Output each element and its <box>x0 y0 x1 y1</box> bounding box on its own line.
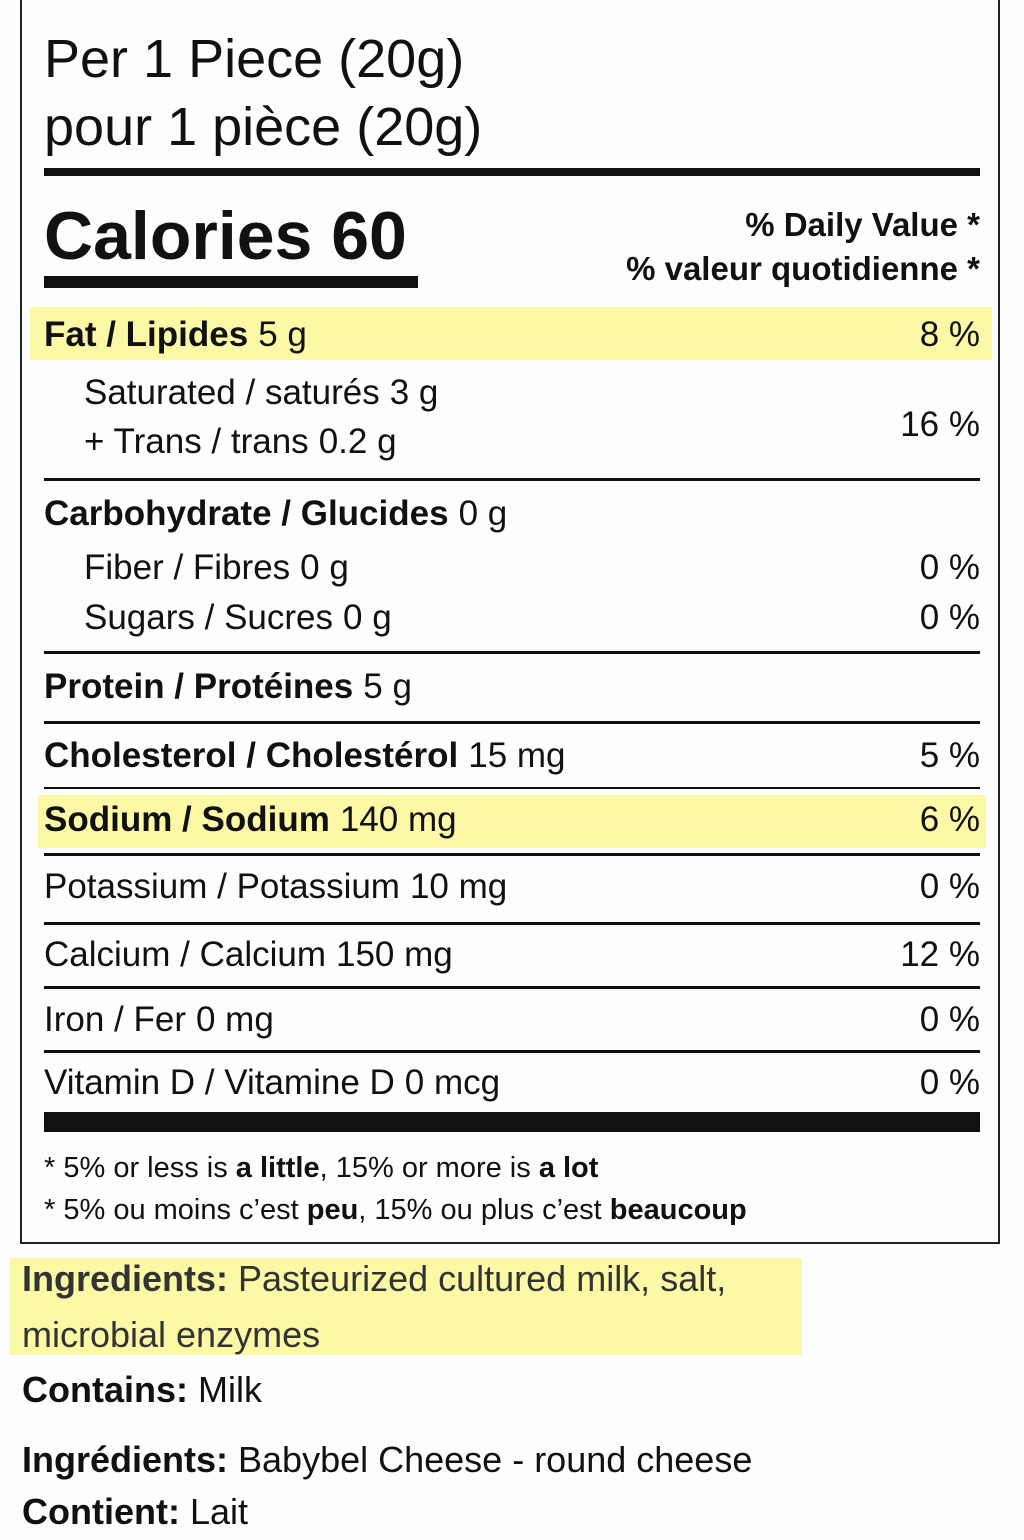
footnote: * 5% or less is a little, 15% or more is… <box>44 1148 598 1188</box>
nutrient-label: Sugars / Sucres <box>84 598 333 637</box>
highlight <box>10 1258 802 1355</box>
daily-value: 12 % <box>900 935 980 974</box>
daily-value: 6 % <box>919 800 980 839</box>
rule <box>44 168 980 176</box>
footnote: * 5% ou moins c’est peu, 15% ou plus c’e… <box>44 1190 747 1230</box>
nutrient-label: + Trans / trans <box>84 422 309 461</box>
nutrient-label: Potassium / Potassium <box>44 867 400 906</box>
rule <box>44 478 980 481</box>
footnote-text: * 5% ou moins c’est <box>44 1194 299 1226</box>
footnote-text: , 15% ou plus c’est <box>358 1194 602 1226</box>
calories-bar <box>44 276 418 288</box>
highlight <box>30 307 992 360</box>
nutrient-amount: 140 mg <box>339 800 457 839</box>
ingredients-text: Babybel Cheese - round cheese <box>238 1439 753 1480</box>
nutrient-amount: 0 mcg <box>404 1063 501 1102</box>
nutrient-row: Iron / Fer 0 mg 0 % <box>44 995 980 1045</box>
nutrient-row: Sodium / Sodium 140 mg 6 % <box>44 795 980 845</box>
daily-value: 8 % <box>919 315 980 354</box>
nutrient-label: Sodium / Sodium <box>44 800 330 839</box>
nutrient-amount: 0 g <box>300 548 349 587</box>
contains-label: Contains: <box>22 1369 188 1410</box>
ingredients-label: Ingrédients: <box>22 1439 229 1480</box>
contains-text: Milk <box>198 1369 262 1410</box>
daily-value: 0 % <box>919 548 980 587</box>
dv-header-fr: % valeur quotidienne * <box>626 250 980 287</box>
daily-value: 16 % <box>900 405 980 444</box>
contains-label: Contient: <box>22 1491 180 1532</box>
nutrient-row: Protein / Protéines 5 g <box>44 662 980 712</box>
nutrient-label: Fiber / Fibres <box>84 548 291 587</box>
serving-en: Per 1 Piece (20g) <box>44 29 465 89</box>
nutrient-amount: 0 mg <box>195 1000 274 1039</box>
daily-value: 0 % <box>919 1063 980 1102</box>
footnote-text: , 15% or more is <box>319 1152 531 1184</box>
nutrient-row: Potassium / Potassium 10 mg 0 % <box>44 862 980 912</box>
contains: Contains: Milk <box>22 1362 262 1418</box>
rule <box>44 787 980 789</box>
nutrient-amount: 150 mg <box>336 935 453 974</box>
nutrient-amount: 0 g <box>343 598 392 637</box>
daily-value: 0 % <box>919 598 980 637</box>
label-box <box>20 0 1000 1244</box>
ingredients-label: Ingredients: <box>22 1258 229 1299</box>
ingredients: Ingredients: Pasteurized cultured milk, s… <box>22 1251 802 1363</box>
nutrient-row: Sugars / Sucres 0 g 0 % <box>84 593 980 643</box>
nutrient-label: Iron / Fer <box>44 1000 186 1039</box>
contains-text: Lait <box>189 1491 249 1532</box>
nutrient-label: Fat / Lipides <box>44 315 249 354</box>
nutrient-row: + Trans / trans 0.2 g <box>84 417 980 467</box>
nutrient-amount: 5 g <box>363 667 412 706</box>
nutrient-amount: 3 g <box>389 373 439 412</box>
nutrient-label: Carbohydrate / Glucides <box>44 494 449 533</box>
rule <box>44 1050 980 1053</box>
footnote-bold: a little <box>235 1152 320 1184</box>
ingredients-fr: Ingrédients: Babybel Cheese - round chees… <box>22 1432 752 1488</box>
nutrient-label: Cholesterol / Cholestérol <box>44 736 459 775</box>
rule <box>44 853 980 856</box>
daily-value: 0 % <box>919 1000 980 1039</box>
ingredients-text: Pasteurized cultured milk, salt, microbi… <box>22 1258 727 1355</box>
highlight <box>38 795 986 848</box>
nutrient-row: Fat / Lipides 5 g 8 % <box>44 310 980 360</box>
nutrient-label: Calcium / Calcium <box>44 935 326 974</box>
nutrient-row: 16 % <box>44 400 980 450</box>
nutrient-row: Calcium / Calcium 150 mg 12 % <box>44 930 980 980</box>
rule <box>44 986 980 989</box>
nutrient-row: Cholesterol / Cholestérol 15 mg 5 % <box>44 731 980 781</box>
footnote-bold: peu <box>306 1194 359 1226</box>
serving-fr: pour 1 pièce (20g) <box>44 97 483 157</box>
nutrient-amount: 15 mg <box>468 736 566 775</box>
nutrient-row: Fiber / Fibres 0 g 0 % <box>84 543 980 593</box>
dv-header-en: % Daily Value * <box>745 206 980 243</box>
nutrient-label: Protein / Protéines <box>44 667 354 706</box>
rule <box>44 922 980 925</box>
rule <box>44 1112 980 1132</box>
daily-value: 0 % <box>919 867 980 906</box>
nutrient-label: Saturated / saturés <box>84 373 380 412</box>
nutrient-amount: 5 g <box>258 315 307 354</box>
contains-fr: Contient: Lait <box>22 1484 248 1540</box>
footnote-bold: beaucoup <box>609 1194 747 1226</box>
nutrient-amount: 0 g <box>458 494 508 533</box>
nutrient-label: Vitamin D / Vitamine D <box>44 1063 395 1102</box>
nutrient-amount: 10 mg <box>409 867 508 906</box>
nutrient-amount: 0.2 g <box>318 422 397 461</box>
daily-value: 5 % <box>919 736 980 775</box>
calories: Calories 60 <box>44 198 407 274</box>
rule <box>44 651 980 654</box>
rule <box>44 721 980 724</box>
nutrient-row: Carbohydrate / Glucides 0 g <box>44 489 980 539</box>
nutrient-row: Saturated / saturés 3 g <box>84 368 980 418</box>
footnote-bold: a lot <box>538 1152 599 1184</box>
footnote-text: * 5% or less is <box>44 1152 228 1184</box>
